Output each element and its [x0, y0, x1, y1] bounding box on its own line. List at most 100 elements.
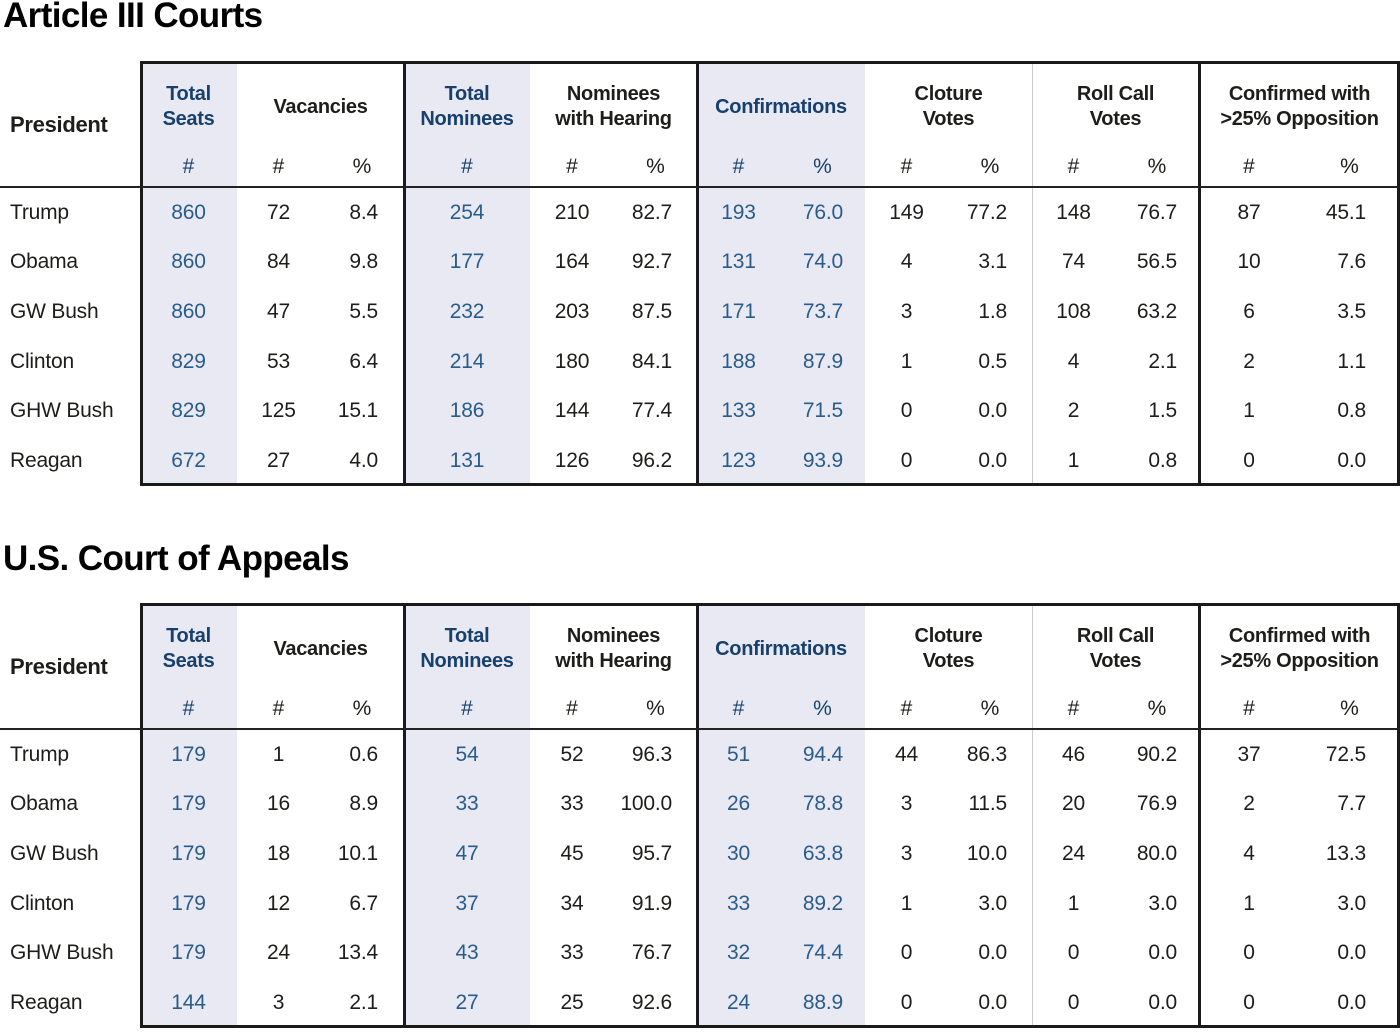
table-cell: 6: [1243, 300, 1255, 324]
table-cell: 0: [1067, 991, 1080, 1015]
table-cell: 6.7: [349, 891, 378, 915]
row-label: Reagan: [10, 449, 83, 473]
table-cell: 3: [900, 842, 913, 866]
table-cell: 80.0: [1136, 842, 1177, 866]
table-cell: 0.5: [978, 349, 1007, 373]
row-label: Clinton: [10, 349, 74, 373]
column-group-header: Total Nominees: [420, 83, 514, 130]
row-label: Obama: [10, 250, 78, 274]
table-cell: 179: [171, 891, 206, 915]
table-cell: 77.4: [631, 399, 672, 423]
table-cell: 3.0: [1337, 891, 1366, 915]
table-cell: 0.0: [1148, 941, 1177, 965]
table-cell: 203: [554, 300, 590, 324]
table-cell: 37: [455, 891, 479, 915]
table-cell: 179: [171, 842, 206, 866]
table-cell: 0: [1243, 991, 1255, 1015]
table-cell: 46: [1062, 742, 1085, 766]
table-cell: 45.1: [1325, 200, 1366, 224]
table-cell: 0.0: [1337, 991, 1366, 1015]
table-cell: 71.5: [802, 399, 843, 423]
row-label: Clinton: [10, 891, 74, 915]
table-cell: 13.4: [337, 941, 378, 965]
table-cell: 33: [560, 792, 584, 816]
table-cell: 74.4: [802, 941, 843, 965]
column-group-header: Vacancies: [273, 637, 368, 660]
table-cell: 210: [554, 200, 590, 224]
table-cell: 4.0: [349, 449, 378, 473]
table-cell: 126: [554, 449, 590, 473]
table-cell: 10.0: [966, 842, 1007, 866]
table-cell: 180: [554, 349, 590, 373]
table-cell: 193: [721, 200, 756, 224]
confirmations-highlight-stripe: [697, 603, 865, 1028]
row-label: GW Bush: [10, 842, 99, 866]
table-cell: 0: [900, 941, 913, 965]
column-sub-header: %: [980, 696, 1000, 720]
column-sub-header: #: [732, 696, 745, 720]
table-cell: 2: [1243, 792, 1255, 816]
table-cell: 96.2: [631, 449, 672, 473]
table-cell: 1: [272, 742, 285, 766]
table-cell: 860: [171, 250, 206, 274]
table-cell: 171: [721, 300, 756, 324]
column-sub-header: %: [980, 154, 1000, 178]
column-sub-header: %: [813, 154, 832, 178]
table-cell: 89.2: [802, 891, 843, 915]
column-sub-header: #: [566, 696, 578, 720]
table-cell: 2: [1243, 349, 1255, 373]
table-cell: 186: [449, 399, 485, 423]
table-cell: 94.4: [802, 742, 843, 766]
table-cell: 144: [554, 399, 590, 423]
group-divider: [696, 603, 699, 1028]
table-cell: 177: [449, 250, 485, 274]
table-cell: 8.9: [349, 792, 378, 816]
row-label: Obama: [10, 792, 78, 816]
row-label: Trump: [10, 200, 69, 224]
table-cell: 30: [727, 842, 750, 866]
table-cell: 92.6: [631, 991, 672, 1015]
table-cell: 179: [171, 941, 206, 965]
table-cell: 10: [1237, 250, 1261, 274]
table-cell: 0: [1243, 941, 1255, 965]
table-cell: 214: [449, 349, 485, 373]
table-cell: 179: [171, 792, 206, 816]
table-cell: 2.1: [349, 991, 378, 1015]
us-court-of-appeals-table: President Total Seats # Vacancies #% Total No…: [0, 603, 1400, 1028]
table-cell: 254: [449, 200, 485, 224]
table-cell: 149: [889, 200, 924, 224]
table-cell: 24: [727, 991, 750, 1015]
table-cell: 232: [449, 300, 485, 324]
table-cell: 47: [455, 842, 479, 866]
column-sub-header: %: [1147, 696, 1167, 720]
column-sub-header: %: [813, 696, 832, 720]
column-sub-header: #: [900, 154, 913, 178]
table-cell: 3: [900, 300, 913, 324]
table-cell: 3: [900, 792, 913, 816]
column-sub-header: %: [1340, 696, 1359, 720]
table-cell: 77.2: [966, 200, 1007, 224]
column-group-header: Nominees with Hearing: [555, 83, 672, 130]
table-cell: 88.9: [802, 991, 843, 1015]
table-cell: 0.8: [1337, 399, 1366, 423]
table-cell: 32: [727, 941, 750, 965]
table-cell: 144: [171, 991, 206, 1015]
table-cell: 4: [900, 250, 913, 274]
table-cell: 87.5: [631, 300, 672, 324]
column-group-header: Cloture Votes: [914, 625, 983, 672]
group-divider: [1198, 603, 1201, 1028]
table-cell: 123: [721, 449, 756, 473]
table-cell: 84: [267, 250, 290, 274]
table-cell: 3.0: [978, 891, 1007, 915]
total-seats-highlight-stripe: [140, 603, 237, 1028]
table-cell: 860: [171, 300, 206, 324]
total-seats-highlight-stripe: [140, 61, 237, 486]
table-cell: 33: [560, 941, 584, 965]
table-cell: 74.0: [802, 250, 843, 274]
table-cell: 0.0: [978, 449, 1007, 473]
table-cell: 27: [267, 449, 290, 473]
table-cell: 76.7: [1136, 200, 1177, 224]
header-separator-line: [0, 186, 1400, 188]
article-iii-courts-table: President Total Seats # Vacancies #% Total No…: [0, 61, 1400, 486]
table-cell: 45: [560, 842, 584, 866]
